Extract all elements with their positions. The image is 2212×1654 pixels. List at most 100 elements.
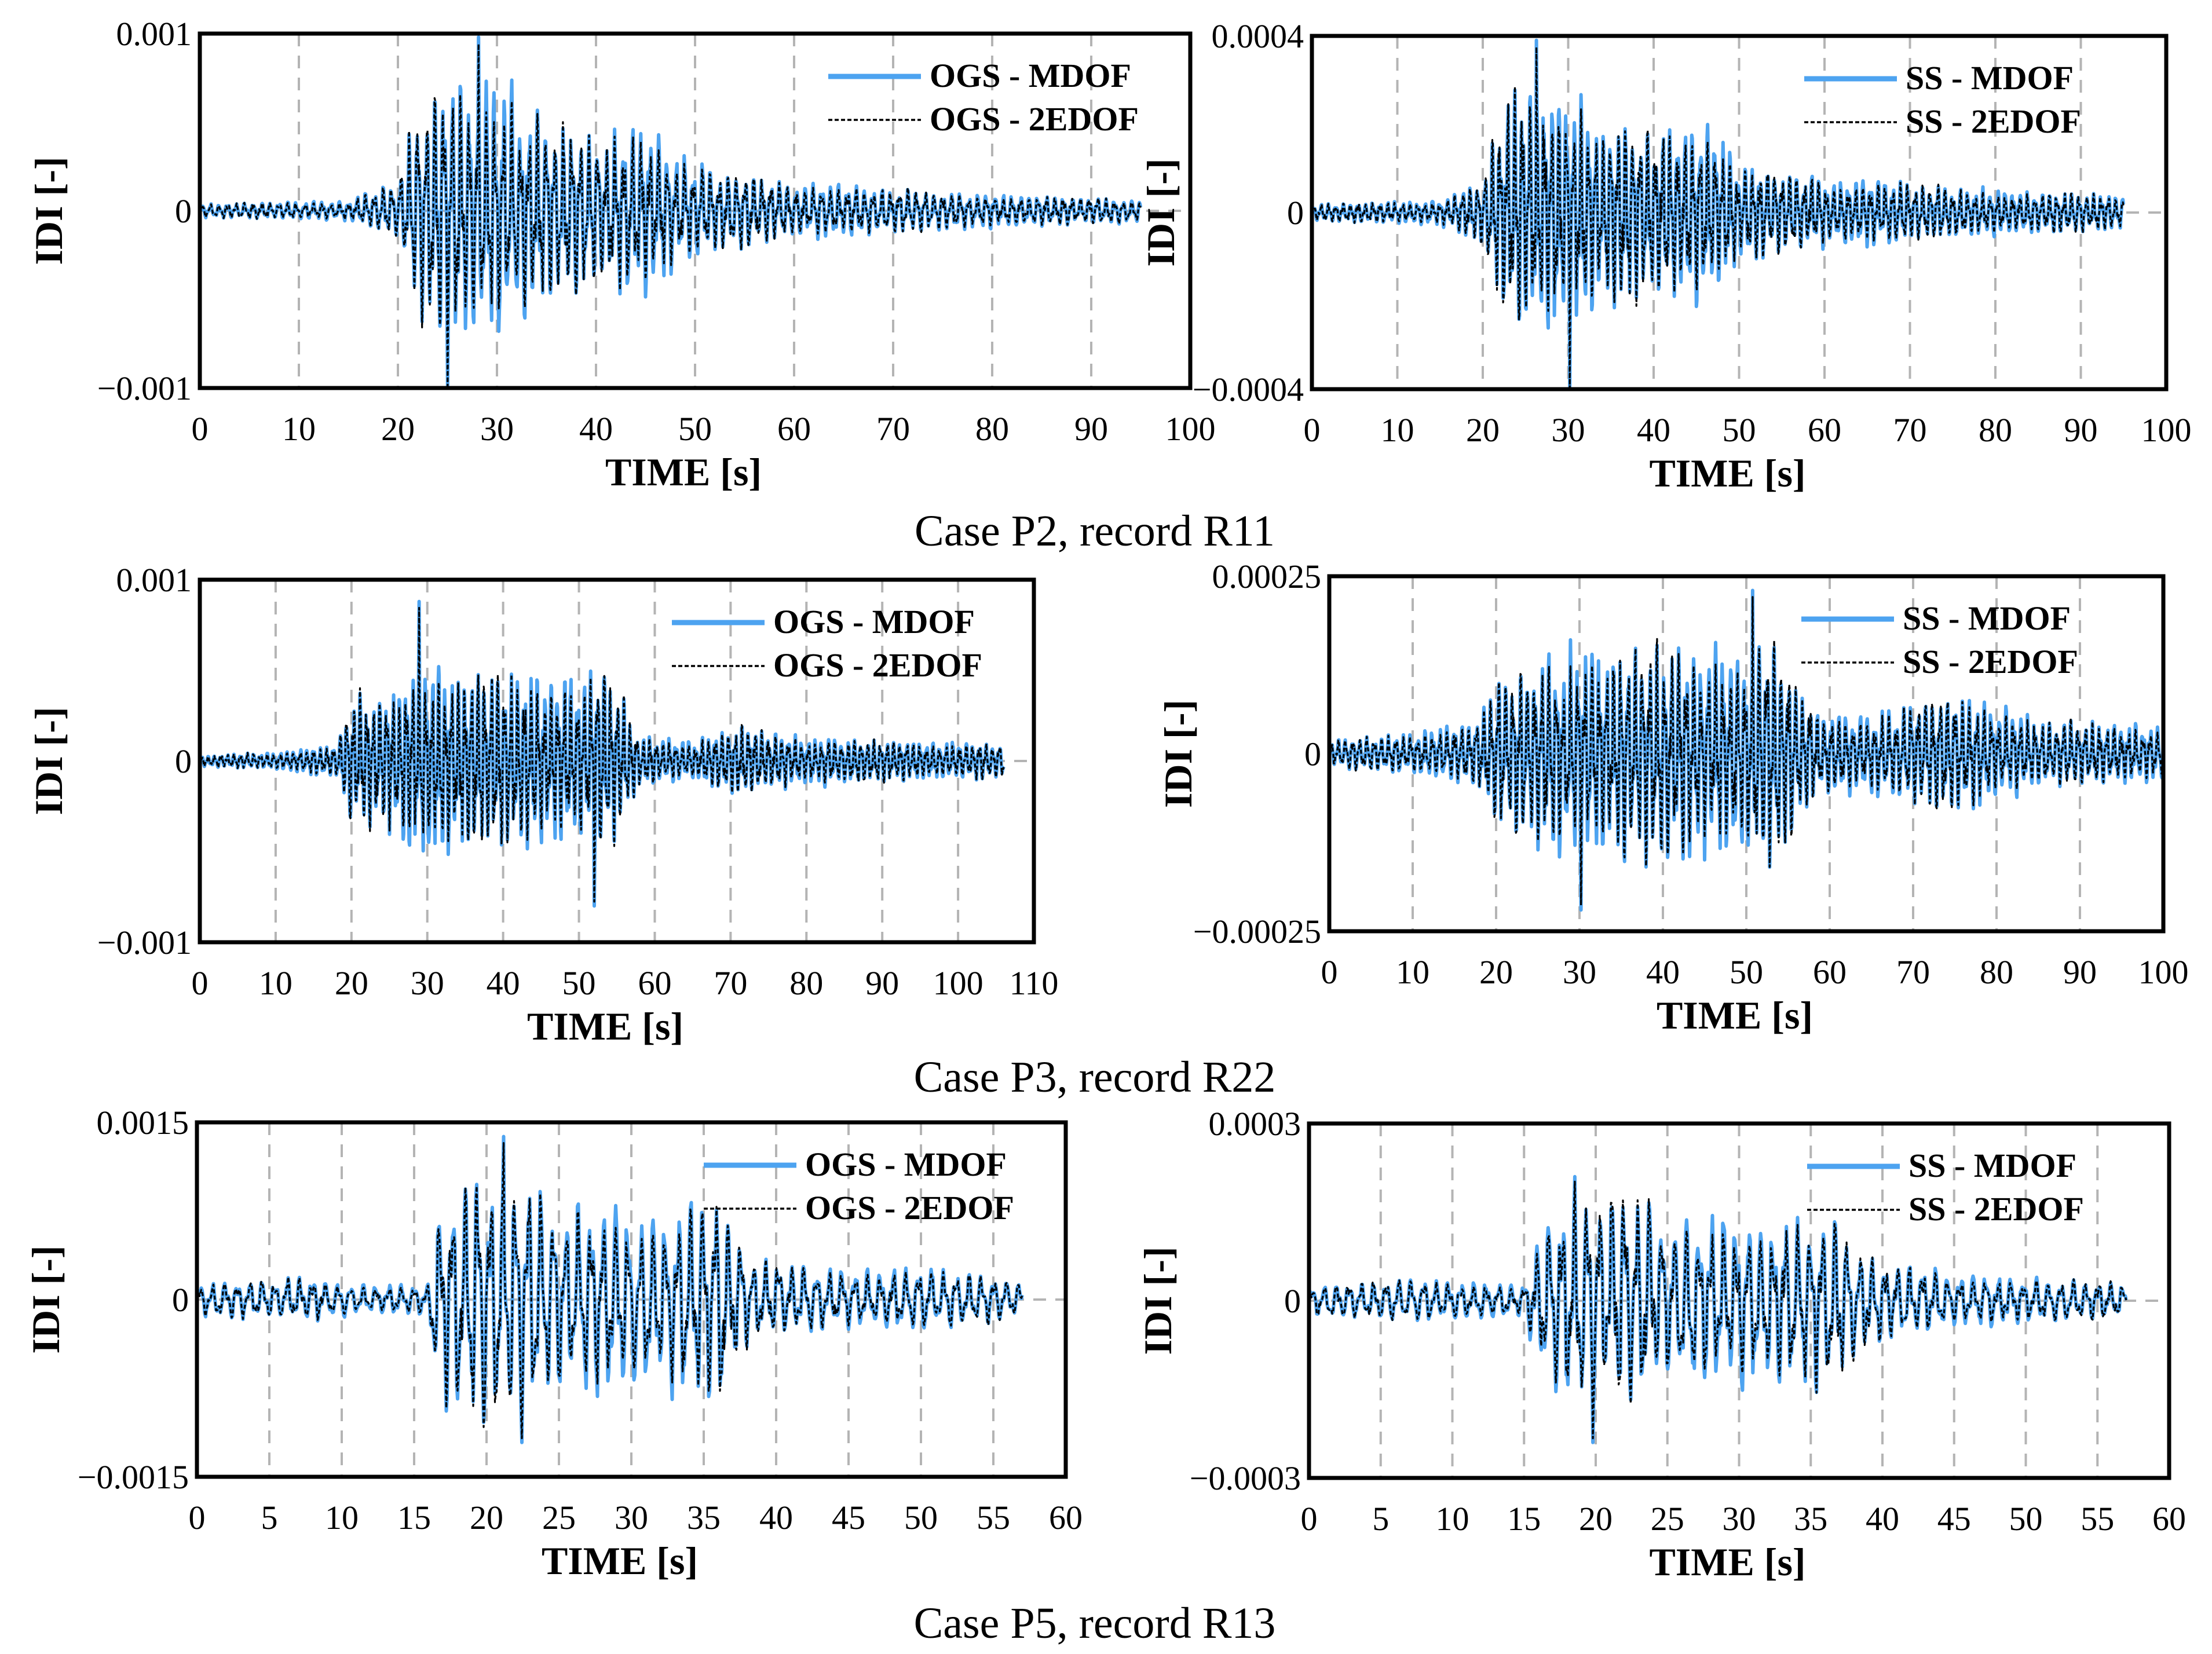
x-tick-label: 15 — [397, 1499, 431, 1536]
x-tick-label: 55 — [2081, 1500, 2114, 1538]
y-tick-label: 0.0015 — [97, 1104, 189, 1141]
x-tick-label: 80 — [1980, 953, 2013, 991]
legend-label-mdof: OGS - MDOF — [805, 1146, 1007, 1183]
x-tick-label: 10 — [1381, 411, 1414, 449]
legend-label-2edof: OGS - 2EDOF — [805, 1189, 1014, 1227]
caption-3: Case P5, record R13 — [914, 1599, 1276, 1648]
x-tick-label: 70 — [876, 410, 910, 448]
x-tick-label: 45 — [1937, 1500, 1971, 1538]
x-tick-label: 80 — [975, 410, 1009, 448]
x-axis-title: TIME [s] — [1657, 993, 1813, 1037]
y-axis-title: IDI [-] — [27, 157, 71, 265]
y-axis-title: IDI [-] — [1139, 159, 1183, 267]
y-tick-label: 0 — [175, 742, 192, 780]
x-tick-label: 55 — [977, 1499, 1010, 1536]
y-tick-label: 0 — [1304, 735, 1321, 773]
x-tick-label: 50 — [1730, 953, 1763, 991]
y-axis-title: IDI [-] — [27, 707, 71, 815]
x-tick-label: 50 — [904, 1499, 938, 1536]
y-tick-label: −0.00025 — [1193, 913, 1321, 950]
x-tick-label: 60 — [2152, 1500, 2186, 1538]
x-tick-label: 0 — [1321, 953, 1338, 991]
x-tick-label: 30 — [480, 410, 514, 448]
x-tick-label: 100 — [933, 964, 983, 1002]
legend-label-mdof: SS - MDOF — [1903, 599, 2071, 637]
x-tick-label: 20 — [1479, 953, 1513, 991]
x-tick-label: 10 — [325, 1499, 359, 1536]
x-tick-label: 5 — [261, 1499, 278, 1536]
legend-label-2edof: OGS - 2EDOF — [773, 646, 982, 684]
y-axis-title: IDI [-] — [24, 1246, 68, 1354]
y-tick-label: 0 — [175, 192, 192, 230]
plot-frame — [1310, 34, 2169, 391]
plot-frame — [198, 577, 1036, 945]
x-tick-label: 25 — [1651, 1500, 1684, 1538]
x-tick-label: 20 — [1466, 411, 1500, 449]
x-tick-label: 40 — [1637, 411, 1670, 449]
plot-frame — [195, 1120, 1068, 1479]
y-tick-label: −0.0003 — [1190, 1459, 1301, 1497]
y-axis-title: IDI [-] — [1136, 1247, 1180, 1355]
x-tick-label: 10 — [1436, 1500, 1469, 1538]
x-tick-label: 60 — [1808, 411, 1841, 449]
y-tick-label: 0 — [1287, 194, 1304, 232]
chart-panel-4: 0 10 20 30 40 50 60 70 80 90 100−0.0002500.00025TI… — [1156, 558, 2189, 1037]
x-tick-label: 100 — [1165, 410, 1216, 448]
x-tick-label: 80 — [1979, 411, 2012, 449]
chart-panel-3: 0 10 20 30 40 50 60 70 80 90 100 110−0.00100.001TIM… — [27, 561, 1058, 1048]
x-tick-label: 100 — [2138, 953, 2189, 991]
y-tick-label: 0.001 — [116, 15, 192, 53]
legend-label-2edof: SS - 2EDOF — [1906, 103, 2081, 140]
x-tick-label: 80 — [789, 964, 823, 1002]
x-tick-label: 40 — [1866, 1500, 1899, 1538]
plot-frame — [198, 31, 1193, 390]
x-tick-label: 45 — [832, 1499, 865, 1536]
x-tick-label: 10 — [259, 964, 293, 1002]
x-tick-label: 40 — [759, 1499, 793, 1536]
x-tick-label: 40 — [579, 410, 613, 448]
y-axis-title: IDI [-] — [1156, 700, 1200, 808]
x-tick-label: 30 — [411, 964, 444, 1002]
x-tick-label: 0 — [1304, 411, 1321, 449]
legend-label-2edof: OGS - 2EDOF — [930, 100, 1139, 138]
x-tick-label: 0 — [192, 410, 209, 448]
x-axis-title: TIME [s] — [605, 450, 762, 494]
x-tick-label: 60 — [777, 410, 811, 448]
x-axis-title: TIME [s] — [542, 1539, 698, 1583]
x-tick-label: 70 — [714, 964, 747, 1002]
y-tick-label: 0.00025 — [1212, 558, 1322, 595]
y-tick-label: 0 — [172, 1281, 189, 1319]
x-tick-label: 60 — [638, 964, 671, 1002]
x-axis-title: TIME [s] — [1649, 1540, 1805, 1584]
legend-label-mdof: OGS - MDOF — [930, 57, 1131, 94]
x-axis-title: TIME [s] — [527, 1004, 683, 1048]
x-tick-label: 20 — [470, 1499, 503, 1536]
chart-panel-5: 0 5 10 15 20 25 30 35 40 45 50 55 60−0.001500.0015TI… — [24, 1104, 1083, 1583]
x-tick-label: 30 — [615, 1499, 648, 1536]
x-tick-label: 50 — [678, 410, 712, 448]
x-tick-label: 35 — [1794, 1500, 1827, 1538]
series-2edof-line — [196, 1142, 1023, 1439]
plot-frame — [1327, 574, 2166, 934]
x-tick-label: 90 — [1074, 410, 1108, 448]
legend-label-2edof: SS - 2EDOF — [1908, 1190, 2084, 1228]
x-tick-label: 30 — [1563, 953, 1596, 991]
x-tick-label: 90 — [2064, 411, 2098, 449]
x-tick-label: 60 — [1049, 1499, 1083, 1536]
x-tick-label: 20 — [335, 964, 368, 1002]
x-tick-label: 35 — [687, 1499, 721, 1536]
x-tick-label: 40 — [487, 964, 520, 1002]
x-tick-label: 0 — [189, 1499, 206, 1536]
x-tick-label: 40 — [1646, 953, 1680, 991]
chart-panel-2: 0 10 20 30 40 50 60 70 80 90 100−0.000400.0004TIME… — [1139, 17, 2192, 495]
x-tick-label: 10 — [282, 410, 316, 448]
series-2edof-line — [199, 43, 1142, 387]
series-2edof-line — [199, 607, 1005, 903]
x-tick-label: 30 — [1552, 411, 1585, 449]
series-2edof-line — [1311, 46, 2125, 389]
legend-label-mdof: SS - MDOF — [1908, 1147, 2076, 1184]
y-tick-label: 0.0003 — [1209, 1105, 1301, 1143]
x-tick-label: 50 — [562, 964, 596, 1002]
x-tick-label: 5 — [1372, 1500, 1389, 1538]
